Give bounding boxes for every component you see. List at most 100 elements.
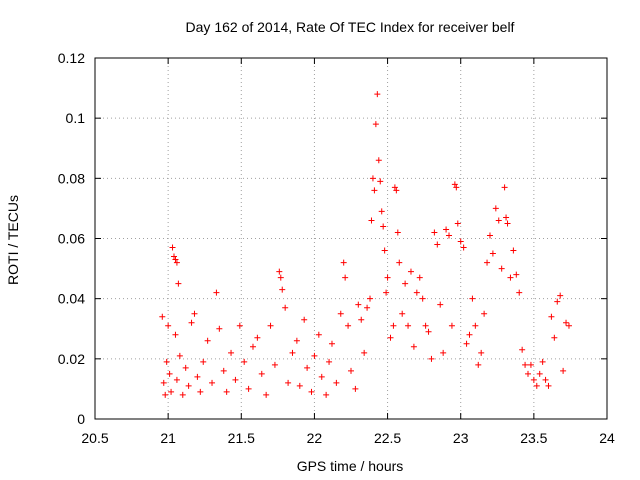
data-point: [466, 331, 473, 338]
data-point: [276, 268, 283, 275]
data-point: [213, 289, 220, 296]
data-point: [460, 244, 467, 251]
data-point: [328, 340, 335, 347]
data-point: [168, 388, 175, 395]
data-point: [507, 274, 514, 281]
data-point: [364, 304, 371, 311]
x-tick-label: 24: [599, 430, 615, 446]
data-point: [369, 175, 376, 182]
data-point: [371, 187, 378, 194]
x-axis-label: GPS time / hours: [297, 458, 404, 474]
data-point: [536, 370, 543, 377]
data-point: [416, 274, 423, 281]
data-point: [169, 244, 176, 251]
data-point: [542, 376, 549, 383]
data-point: [204, 337, 211, 344]
data-point: [337, 310, 344, 317]
data-point: [176, 352, 183, 359]
data-point: [372, 121, 379, 128]
data-point: [448, 322, 455, 329]
data-point: [228, 349, 235, 356]
axis-ticks: 20.5 21 21.5 22 22.5 23 23.5 24 0 0.02 0.04 0.06 0.0…: [58, 50, 615, 446]
data-point: [271, 361, 278, 368]
data-point: [548, 313, 555, 320]
y-axis-label: ROTI / TECUs: [5, 195, 21, 285]
data-point: [185, 382, 192, 389]
data-point: [377, 178, 384, 185]
data-point: [475, 361, 482, 368]
data-point: [560, 367, 567, 374]
data-point: [419, 295, 426, 302]
data-point: [489, 250, 496, 257]
data-point: [245, 385, 252, 392]
data-point: [399, 310, 406, 317]
data-point: [498, 265, 505, 272]
data-point: [345, 322, 352, 329]
data-point: [236, 322, 243, 329]
data-point: [209, 379, 216, 386]
data-point: [394, 229, 401, 236]
data-point: [390, 322, 397, 329]
data-point: [381, 247, 388, 254]
data-point: [267, 322, 274, 329]
data-point: [486, 232, 493, 239]
data-point: [289, 349, 296, 356]
data-point: [378, 208, 385, 215]
data-point: [361, 349, 368, 356]
data-point: [223, 388, 230, 395]
data-point: [434, 241, 441, 248]
y-tick-label: 0: [77, 411, 85, 427]
data-point: [516, 289, 523, 296]
data-point: [258, 370, 265, 377]
data-point: [443, 226, 450, 233]
data-point: [453, 184, 460, 191]
data-point: [533, 382, 540, 389]
data-point: [367, 295, 374, 302]
data-point: [463, 340, 470, 347]
data-point: [172, 331, 179, 338]
data-point: [279, 286, 286, 293]
data-points: [159, 91, 572, 398]
data-point: [440, 349, 447, 356]
data-point: [285, 379, 292, 386]
data-point: [333, 379, 340, 386]
data-point: [179, 391, 186, 398]
data-point: [263, 391, 270, 398]
data-point: [565, 322, 572, 329]
data-point: [530, 376, 537, 383]
data-point: [293, 337, 300, 344]
y-tick-label: 0.02: [58, 351, 85, 367]
data-point: [241, 358, 248, 365]
data-point: [375, 157, 382, 164]
x-tick-label: 23.5: [520, 430, 547, 446]
data-point: [396, 259, 403, 266]
data-point: [175, 280, 182, 287]
data-point: [527, 361, 534, 368]
grid-layer: [95, 58, 607, 419]
data-point: [166, 370, 173, 377]
data-point: [165, 322, 172, 329]
data-point: [501, 184, 508, 191]
data-point: [249, 343, 256, 350]
data-point: [326, 358, 333, 365]
data-point: [554, 298, 561, 305]
data-point: [200, 358, 207, 365]
data-point: [503, 214, 510, 221]
data-point: [393, 187, 400, 194]
data-point: [413, 289, 420, 296]
data-point: [519, 346, 526, 353]
data-point: [282, 304, 289, 311]
data-point: [197, 388, 204, 395]
data-point: [495, 217, 502, 224]
data-point: [216, 325, 223, 332]
data-point: [383, 289, 390, 296]
data-point: [173, 376, 180, 383]
data-point: [557, 292, 564, 299]
x-tick-label: 21.5: [228, 430, 255, 446]
data-point: [374, 91, 381, 98]
data-point: [510, 247, 517, 254]
y-tick-label: 0.08: [58, 170, 85, 186]
data-point: [340, 259, 347, 266]
data-point: [318, 373, 325, 380]
data-point: [522, 361, 529, 368]
